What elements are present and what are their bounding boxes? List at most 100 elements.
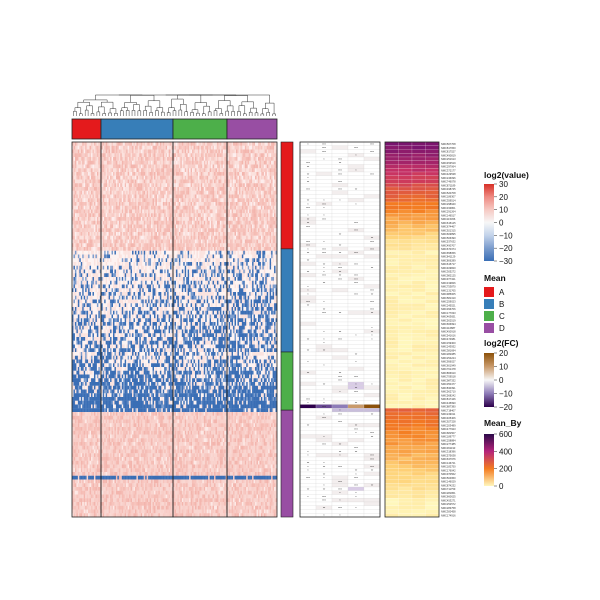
heatmap-cell	[260, 202, 263, 206]
heatmap-cell	[114, 220, 117, 225]
heatmap-cell	[102, 235, 105, 240]
heatmap-cell	[240, 198, 242, 203]
heatmap-cell	[158, 217, 160, 221]
heatmap-cell	[202, 209, 204, 214]
heatmap-cell	[252, 160, 254, 165]
heatmap-cell	[257, 168, 260, 173]
heatmap-cell	[236, 228, 238, 233]
heatmap-cell	[260, 254, 263, 259]
heatmap-cell	[93, 187, 96, 191]
heatmap-cell	[107, 258, 109, 263]
heatmap-cell	[158, 232, 160, 236]
heatmap-cell	[246, 250, 248, 255]
heatmap-cell	[237, 157, 240, 161]
heatmap-cell	[187, 247, 190, 251]
heatmap-cell	[120, 247, 122, 251]
heatmap-cell	[132, 258, 134, 263]
heatmap-cell	[161, 224, 163, 229]
heatmap-cell	[228, 213, 231, 218]
heatmap-cell	[269, 194, 272, 199]
heatmap-cell	[216, 265, 219, 270]
heatmap-cell	[192, 232, 194, 236]
heatmap-cell	[145, 164, 147, 169]
heatmap-cell	[216, 190, 219, 195]
heatmap-cell	[199, 258, 201, 263]
heatmap-cell	[110, 142, 112, 146]
heatmap-cell	[243, 262, 245, 266]
dendrogram-branch	[166, 112, 171, 116]
heatmap-cell	[266, 243, 269, 248]
heatmap-cell	[114, 198, 117, 203]
heatmap-cell	[212, 168, 215, 173]
heatmap-cell	[161, 217, 163, 221]
heatmap-cell	[145, 157, 147, 161]
heatmap-cell	[165, 228, 168, 233]
heatmap-cell	[113, 232, 115, 236]
heatmap-cell	[247, 224, 250, 229]
heatmap-cell	[192, 205, 194, 210]
heatmap-cell	[114, 149, 117, 154]
heatmap-cell	[244, 145, 247, 150]
heatmap-cell	[140, 220, 143, 225]
heatmap-cell	[164, 235, 166, 240]
heatmap-cell	[190, 232, 193, 236]
heatmap-cell	[168, 168, 171, 173]
heatmap-cell	[234, 250, 237, 255]
heatmap-cell	[98, 224, 100, 229]
heatmap-cell	[133, 254, 136, 259]
heatmap-cell	[162, 224, 165, 229]
heatmap-cell	[196, 149, 199, 154]
heatmap-cell	[246, 190, 248, 195]
heatmap-cell	[246, 187, 248, 191]
heatmap-cell	[102, 254, 105, 259]
heatmap-cell	[151, 205, 153, 210]
heatmap-cell	[117, 175, 119, 180]
heatmap-cell	[79, 228, 81, 233]
heatmap-cell	[212, 258, 215, 263]
heatmap-cell	[225, 258, 228, 263]
heatmap-cell	[178, 153, 181, 158]
heatmap-cell	[146, 194, 149, 199]
heatmap-cell	[93, 145, 96, 150]
heatmap-cell	[262, 194, 264, 199]
heatmap-cell	[162, 194, 165, 199]
heatmap-cell	[129, 157, 131, 161]
heatmap-cell	[107, 247, 109, 251]
heatmap-cell	[224, 198, 226, 203]
heatmap-cell	[250, 235, 253, 240]
heatmap-cell	[222, 228, 225, 233]
heatmap-cell	[113, 235, 115, 240]
heatmap-cell	[129, 142, 131, 146]
heatmap-cell	[233, 269, 235, 274]
heatmap-cell	[167, 205, 169, 210]
heatmap-cell	[114, 213, 117, 218]
heatmap-cell	[93, 209, 96, 214]
heatmap-cell	[156, 153, 159, 158]
heatmap-cell	[196, 179, 199, 184]
heatmap-cell	[202, 153, 204, 158]
heatmap-cell	[159, 235, 162, 240]
heatmap-cell	[246, 160, 248, 165]
heatmap-cell	[196, 198, 199, 203]
heatmap-cell	[241, 217, 244, 221]
heatmap-cell	[268, 213, 270, 218]
heatmap-cell	[101, 232, 103, 236]
heatmap-cell	[243, 235, 245, 240]
heatmap-cell	[173, 213, 175, 218]
heatmap-cell	[88, 183, 90, 188]
heatmap-cell	[77, 269, 80, 274]
heatmap-cell	[143, 220, 146, 225]
heatmap-cell	[146, 213, 149, 218]
heatmap-cell	[98, 145, 100, 150]
dendrogram-branch	[260, 113, 265, 116]
heatmap-cell	[234, 157, 237, 161]
heatmap-cell	[253, 217, 256, 221]
heatmap-cell	[184, 213, 187, 218]
heatmap-cell	[107, 213, 109, 218]
heatmap-cell	[253, 187, 256, 191]
heatmap-cell	[212, 228, 215, 233]
heatmap-cell	[249, 198, 251, 203]
heatmap-cell	[186, 205, 188, 210]
heatmap-cell	[215, 205, 218, 210]
heatmap-cell	[129, 160, 131, 165]
